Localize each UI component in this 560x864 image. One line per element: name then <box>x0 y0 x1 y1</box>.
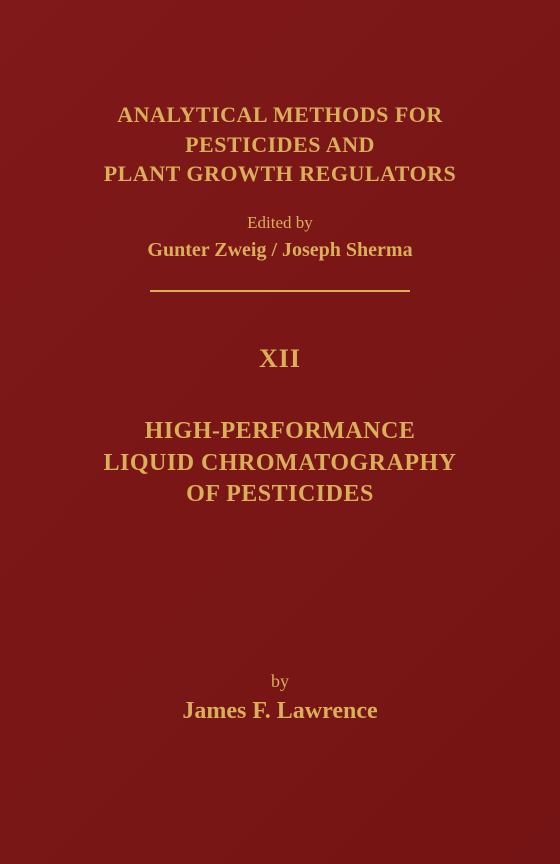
main-title-line: HIGH-PERFORMANCE <box>60 416 500 448</box>
series-title-line: PESTICIDES AND <box>60 130 500 160</box>
edited-by-label: Edited by <box>60 213 500 233</box>
volume-number: XII <box>60 344 500 374</box>
book-cover: ANALYTICAL METHODS FOR PESTICIDES AND PL… <box>0 0 560 864</box>
series-title: ANALYTICAL METHODS FOR PESTICIDES AND PL… <box>60 100 500 189</box>
main-title-line: OF PESTICIDES <box>60 479 500 511</box>
author-name: James F. Lawrence <box>60 698 500 725</box>
main-title: HIGH-PERFORMANCE LIQUID CHROMATOGRAPHY O… <box>60 416 500 511</box>
divider-rule <box>150 290 410 292</box>
series-title-line: PLANT GROWTH REGULATORS <box>60 159 500 189</box>
editors: Gunter Zweig / Joseph Sherma <box>60 239 500 262</box>
series-title-line: ANALYTICAL METHODS FOR <box>60 100 500 130</box>
by-label: by <box>60 671 500 692</box>
main-title-line: LIQUID CHROMATOGRAPHY <box>60 448 500 480</box>
